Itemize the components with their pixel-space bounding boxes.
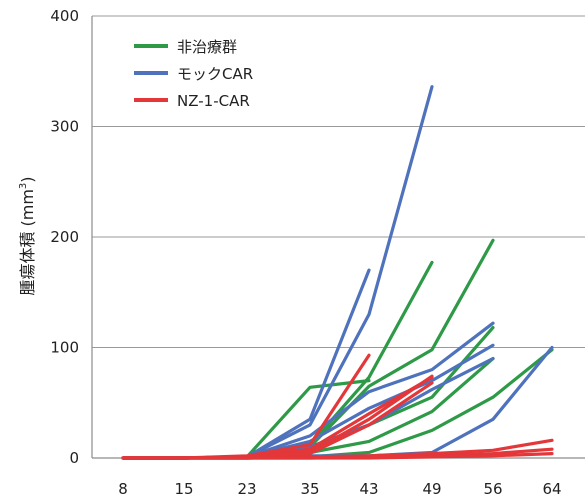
x-tick-label: 56 xyxy=(483,480,502,498)
legend-label-nz1-car: NZ-1-CAR xyxy=(177,92,250,110)
x-tick-label: 23 xyxy=(237,480,256,498)
y-tick-label: 100 xyxy=(50,339,79,357)
y-axis-label-sup: 3 xyxy=(18,183,29,189)
y-axis-label: 腫瘍体積 (mm3) xyxy=(18,176,37,295)
legend-label-mock-car: モックCAR xyxy=(177,65,253,83)
x-tick-label: 49 xyxy=(422,480,441,498)
y-tick-label: 0 xyxy=(69,449,79,467)
x-tick-label: 8 xyxy=(118,480,128,498)
x-tick-labels: 8 15 23 35 43 49 56 64 xyxy=(118,480,561,498)
y-tick-labels: 0 100 200 300 400 xyxy=(50,7,79,467)
x-tick-label: 43 xyxy=(359,480,378,498)
legend: 非治療群 モックCAR NZ-1-CAR xyxy=(134,38,253,110)
y-tick-label: 300 xyxy=(50,118,79,136)
x-tick-label: 64 xyxy=(542,480,561,498)
legend-label-untreated: 非治療群 xyxy=(177,38,237,56)
x-tick-label: 35 xyxy=(300,480,319,498)
series-line-10 xyxy=(121,343,495,460)
y-tick-label: 200 xyxy=(50,228,79,246)
x-tick-label: 15 xyxy=(174,480,193,498)
gridlines xyxy=(92,15,585,349)
series-line-19 xyxy=(121,452,554,460)
y-axis-label-close: ) xyxy=(18,176,37,182)
y-tick-label: 400 xyxy=(50,7,79,25)
series-lines xyxy=(121,85,554,460)
y-axis-label-main: 腫瘍体積 (mm xyxy=(18,189,37,296)
series-line-2 xyxy=(121,260,434,460)
